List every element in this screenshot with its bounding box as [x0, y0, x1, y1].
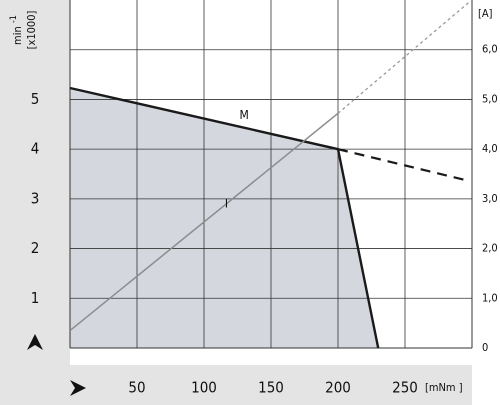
y2-tick-label: 3,0	[482, 192, 498, 205]
x-tick-label: 50	[128, 379, 145, 397]
y-label: min -1	[9, 15, 25, 45]
y2-tick-label: 2,0	[482, 242, 498, 255]
x-label: [mNm ]	[425, 381, 463, 394]
extension-line	[337, 148, 470, 183]
y-tick-label: 2	[31, 239, 40, 257]
y-axis-title: min -1 [x1000]	[9, 10, 39, 49]
x-tick-label: 250	[392, 379, 418, 397]
line	[69, 86, 380, 349]
y-tick-label: 1	[31, 289, 40, 307]
line	[69, 112, 339, 332]
y2-tick-label: 4,0	[482, 142, 498, 155]
y-tick-label: 4	[31, 140, 40, 158]
x-tick-label: 200	[325, 379, 351, 397]
x-arrow	[70, 380, 86, 396]
y2-tick-label: 6,0	[482, 43, 498, 56]
area	[70, 87, 379, 348]
series-label: M	[240, 108, 249, 122]
y2-tick-label: 5,0	[482, 92, 498, 105]
x-tick-label: 100	[191, 379, 217, 397]
y2-label: [A]	[478, 7, 493, 20]
y2-tick-label: 1,0	[482, 291, 498, 304]
y-arrow	[27, 334, 43, 350]
y2-tick-label: 0	[482, 341, 488, 354]
y-tick-label: 5	[31, 90, 40, 108]
extension-line	[337, 1, 470, 114]
y-unit: [x1000]	[25, 10, 38, 49]
series-label: I	[225, 196, 228, 210]
y-tick-label: 3	[31, 189, 40, 207]
x-tick-label: 150	[258, 379, 284, 397]
